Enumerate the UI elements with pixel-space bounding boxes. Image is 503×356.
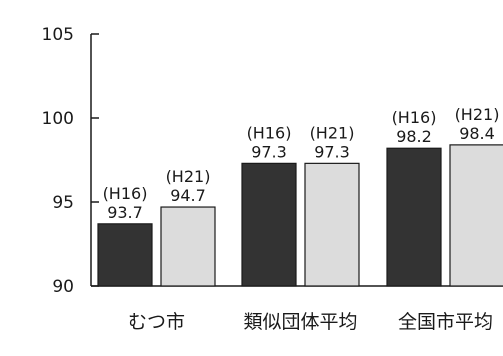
y-tick-label: 90 xyxy=(52,277,74,297)
bar-value-label: 97.3 xyxy=(251,142,287,161)
bar xyxy=(97,223,153,287)
bar-group xyxy=(97,144,503,287)
bar-value-label: 94.7 xyxy=(170,186,206,205)
bar-era-label: (H16) xyxy=(103,184,148,203)
bar-era-label: (H21) xyxy=(455,105,500,124)
bar-value-label: 98.4 xyxy=(459,124,495,143)
bar-era-label: (H21) xyxy=(310,123,355,142)
bar-value-label: 93.7 xyxy=(107,203,143,222)
category-label: 類似団体平均 xyxy=(243,311,357,333)
bar xyxy=(304,162,360,287)
bar-era-label: (H16) xyxy=(392,108,437,127)
bar-era-label: (H16) xyxy=(247,123,292,142)
y-tick-label: 95 xyxy=(52,193,74,213)
bar xyxy=(386,147,442,287)
bar-value-label: 97.3 xyxy=(314,142,350,161)
category-labels: むつ市 類似団体平均 全国市平均 xyxy=(128,311,493,333)
bar xyxy=(449,144,503,287)
y-tick-label: 100 xyxy=(42,109,74,129)
category-label: 全国市平均 xyxy=(398,311,493,333)
category-label: むつ市 xyxy=(128,311,185,333)
bar-labels: (H16)93.7(H21)94.7(H16)97.3(H21)97.3(H16… xyxy=(103,105,500,222)
bar xyxy=(241,162,297,287)
y-axis-ticks: 90 95 100 105 xyxy=(42,25,99,297)
bar-era-label: (H21) xyxy=(166,167,211,186)
bar-value-label: 98.2 xyxy=(396,127,432,146)
y-tick-label: 105 xyxy=(42,25,74,45)
bar xyxy=(160,206,216,287)
